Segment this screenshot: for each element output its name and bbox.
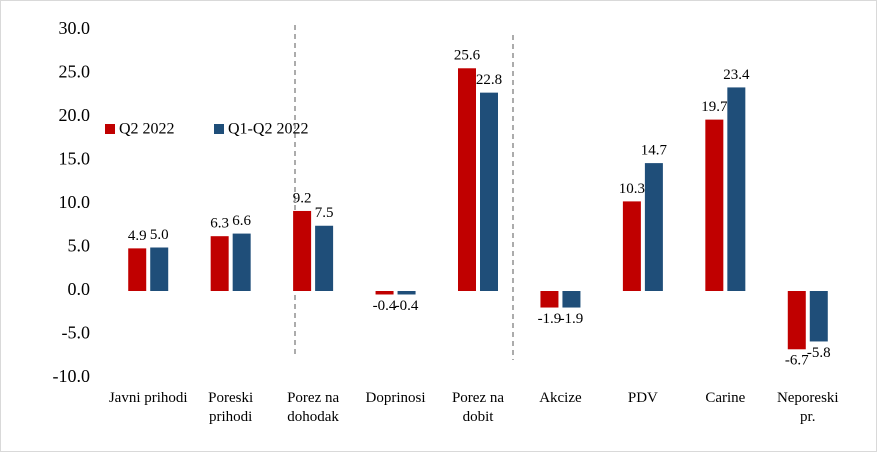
bar (787, 291, 806, 350)
bar (458, 68, 476, 291)
x-tick-label: Porez na dohodak (287, 390, 340, 425)
legend-swatch (105, 124, 115, 134)
data-label: -5.8 (807, 345, 831, 361)
data-label: 14.7 (641, 143, 668, 159)
bar (232, 233, 251, 291)
data-label: -1.9 (538, 311, 562, 327)
data-label: 25.6 (454, 48, 481, 64)
legend-label: Q2 2022 (119, 121, 175, 138)
y-tick-label: 0.0 (68, 279, 91, 299)
bar (293, 210, 312, 291)
data-label: -1.9 (560, 311, 584, 327)
y-tick-label: 20.0 (59, 105, 91, 125)
x-tick-label: Carine (705, 390, 746, 406)
y-tick-label: 25.0 (59, 62, 91, 82)
x-tick-label: Javni prihodi (108, 390, 188, 406)
bar (644, 163, 663, 291)
bar (705, 119, 724, 291)
x-tick-label: PDV (627, 390, 658, 406)
data-label: 22.8 (476, 72, 502, 88)
data-label: -0.4 (395, 298, 419, 314)
y-tick-label: -5.0 (62, 323, 91, 343)
bar (540, 291, 559, 308)
legend-swatch (214, 124, 224, 134)
bar (562, 291, 581, 308)
bar (727, 87, 746, 291)
data-label: 9.2 (293, 190, 312, 206)
bar (809, 291, 828, 342)
bar (150, 247, 169, 291)
bar (128, 248, 147, 291)
data-label: 6.6 (232, 213, 251, 229)
x-tick-label: Doprinosi (365, 390, 426, 406)
bar (315, 225, 334, 291)
data-label: -0.4 (373, 298, 397, 314)
x-tick-label: Akcize (539, 390, 582, 406)
y-tick-label: 10.0 (59, 192, 91, 212)
data-label: 6.3 (210, 216, 229, 232)
y-tick-label: 30.0 (59, 18, 91, 38)
y-tick-label: -10.0 (53, 366, 91, 386)
data-label: 5.0 (150, 227, 169, 243)
data-label: 10.3 (619, 181, 645, 197)
x-tick-label: Poreski prihodi (208, 390, 254, 425)
data-label: -6.7 (785, 353, 809, 369)
y-tick-label: 15.0 (59, 149, 91, 169)
data-label: 19.7 (701, 99, 728, 115)
bar (480, 92, 498, 291)
bar (622, 201, 641, 291)
data-label: 4.9 (128, 228, 147, 244)
x-tick-label: Porez na dobit (451, 390, 505, 425)
bar (210, 236, 229, 291)
bar (397, 291, 416, 295)
data-label: 23.4 (723, 67, 750, 83)
data-label: 7.5 (315, 205, 334, 221)
x-tick-label: Neporeski pr. (776, 390, 839, 425)
y-tick-label: 5.0 (68, 236, 91, 256)
bar (375, 291, 394, 295)
legend-label: Q1-Q2 2022 (228, 121, 308, 138)
